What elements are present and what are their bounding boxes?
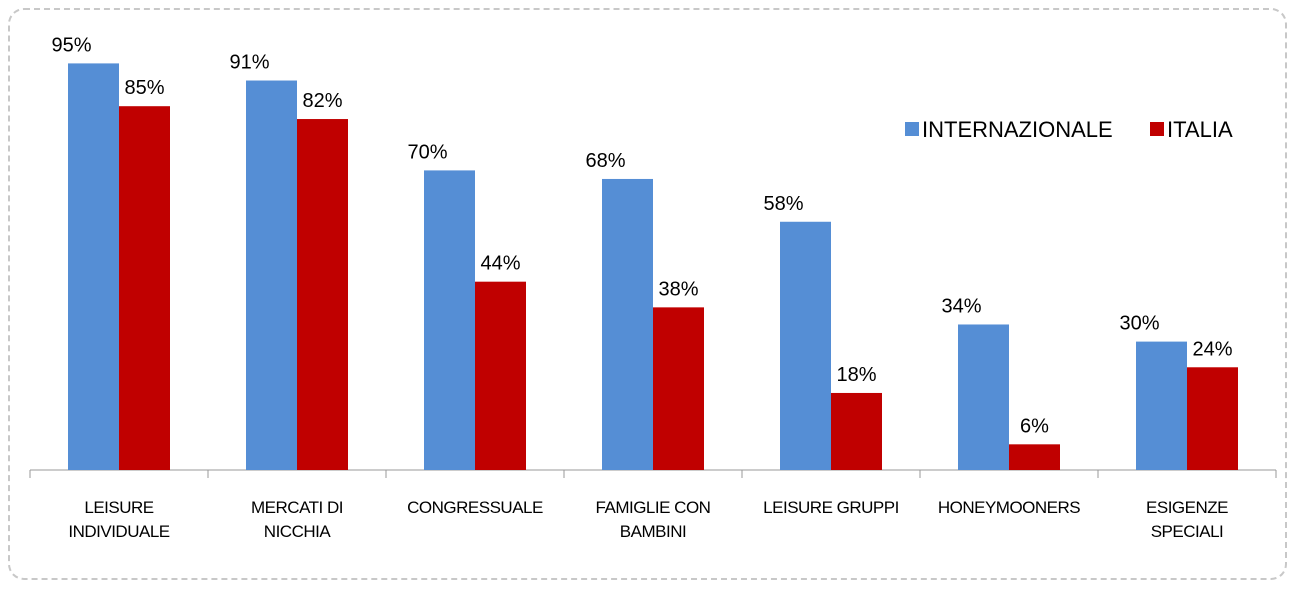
- data-label: 85%: [124, 77, 164, 99]
- frame: [8, 8, 1287, 580]
- bar: [424, 170, 475, 470]
- data-label: 18%: [836, 364, 876, 386]
- data-label: 44%: [480, 253, 520, 275]
- legend-label: ITALIA: [1167, 117, 1233, 142]
- x-tick-label: MERCATI DI NICCHIA: [251, 498, 343, 541]
- bar: [780, 221, 831, 470]
- data-label: 70%: [407, 141, 447, 163]
- bar: [602, 178, 653, 470]
- data-label: 68%: [585, 150, 625, 172]
- legend-swatch: [905, 122, 919, 136]
- bar: [297, 119, 348, 470]
- bar: [475, 281, 526, 470]
- legend-swatch: [1150, 122, 1164, 136]
- data-label: 95%: [51, 34, 91, 56]
- data-label: 58%: [763, 193, 803, 215]
- bar: [831, 392, 882, 470]
- bar: [246, 80, 297, 471]
- bar: [958, 324, 1009, 470]
- x-tick-label: ESIGENZE SPECIALI: [1146, 498, 1228, 541]
- data-label: 91%: [229, 52, 269, 74]
- data-label: 38%: [658, 278, 698, 300]
- legend-label: INTERNAZIONALE: [922, 117, 1113, 142]
- data-label: 30%: [1119, 313, 1159, 335]
- bar: [119, 106, 170, 470]
- data-label: 34%: [941, 295, 981, 317]
- x-tick-label: FAMIGLIE CON BAMBINI: [595, 498, 711, 541]
- bar: [1009, 444, 1060, 470]
- bar: [68, 63, 119, 471]
- data-label: 24%: [1192, 338, 1232, 360]
- x-tick-label: HONEYMOONERS: [937, 498, 1081, 517]
- bar: [1187, 367, 1238, 470]
- x-tick-label: CONGRESSUALE: [407, 498, 543, 517]
- data-label: 6%: [1020, 415, 1049, 437]
- x-tick-label: LEISURE INDIVIDUALE: [68, 498, 170, 541]
- bar: [653, 307, 704, 470]
- data-label: 82%: [302, 90, 342, 112]
- x-tick-label: LEISURE GRUPPI: [763, 498, 899, 517]
- bar: [1136, 341, 1187, 470]
